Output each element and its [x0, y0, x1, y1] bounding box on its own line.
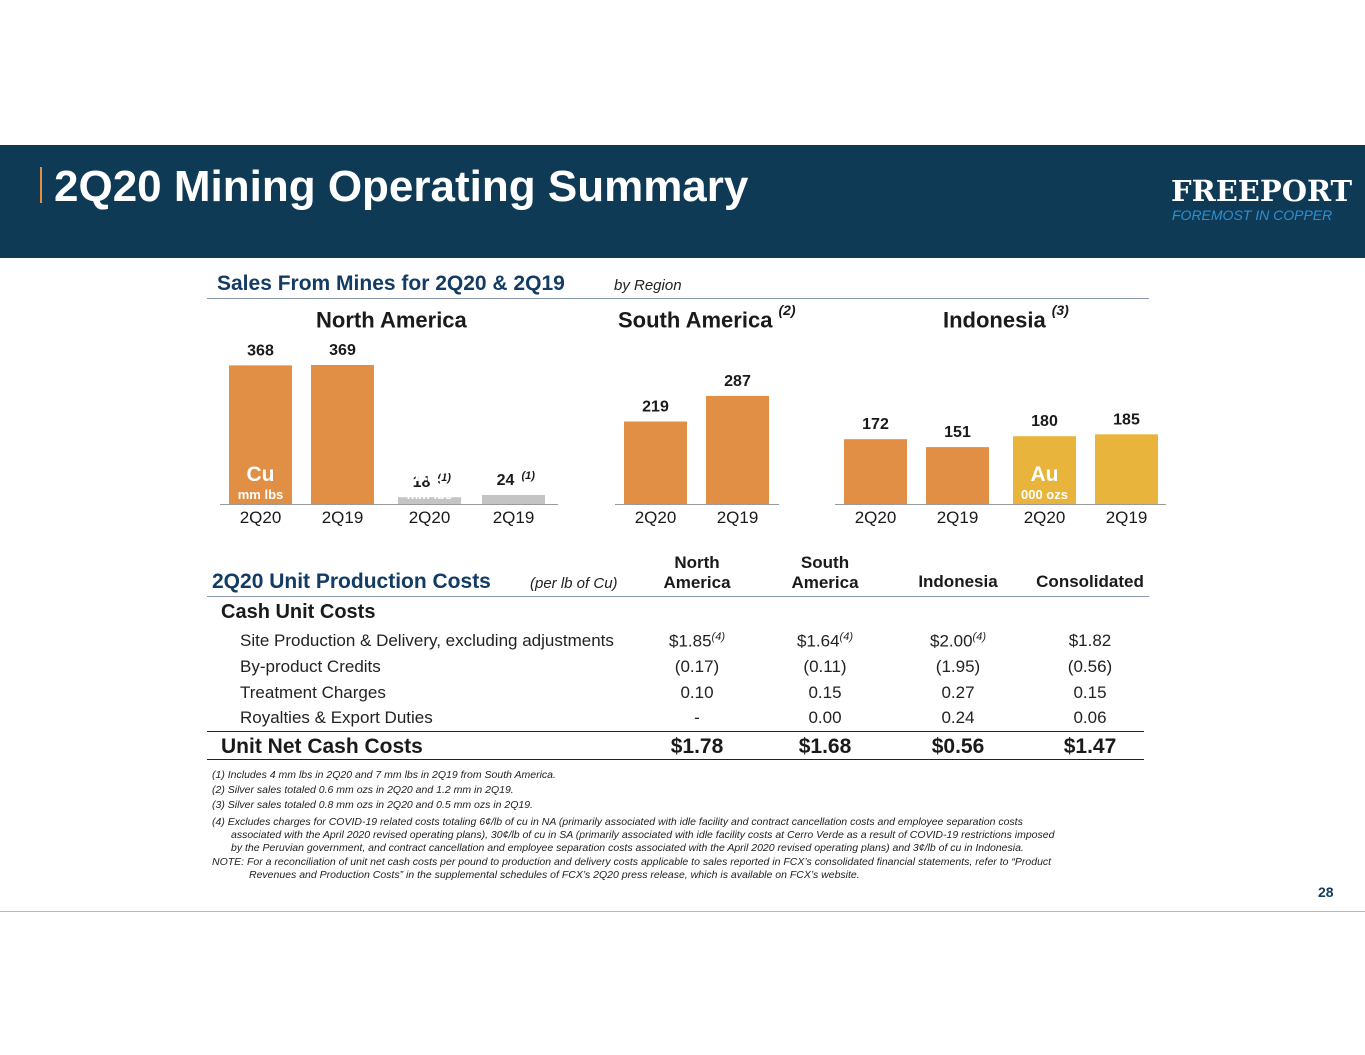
tick-label: 2Q19 [322, 508, 364, 527]
logo-tagline: FOREMOST IN COPPER [1172, 207, 1333, 223]
data-label: 287 [724, 373, 751, 390]
cost-cell: (1.95) [935, 657, 981, 676]
sales-section-subtitle: by Region [614, 277, 682, 294]
tick-label: 2Q19 [717, 508, 759, 527]
cost-cell: $1.64(4) [797, 631, 853, 651]
slide-title: 2Q20 Mining Operating Summary [54, 162, 749, 211]
metal-unit-mo: mm lbs [407, 487, 453, 502]
cost-row-label: By-product Credits [240, 657, 381, 676]
cost-cell: - [694, 708, 700, 727]
cost-cell: 0.00 [808, 708, 842, 727]
cost-cell: 0.10 [680, 683, 714, 702]
cost-cell: $1.85(4) [669, 631, 725, 651]
total-cell: $1.78 [670, 735, 724, 758]
footer-rule [0, 911, 1365, 912]
cost-cell: 0.15 [1073, 683, 1107, 702]
costs-header-rule [207, 596, 1149, 597]
tick-label: 2Q20 [409, 508, 451, 527]
cost-cell: 0.15 [808, 683, 842, 702]
total-cell: $1.68 [798, 735, 852, 758]
tick-label: 2Q20 [1024, 508, 1066, 527]
data-label: 172 [862, 416, 889, 433]
bar-north-america-cu-2q20 [229, 365, 292, 504]
region-title-south-america: South America (2) [618, 302, 796, 333]
cost-cell: 0.06 [1073, 708, 1107, 727]
title-accent-rule [40, 167, 42, 203]
data-label: 180 [1031, 413, 1058, 430]
data-label: 185 [1113, 411, 1140, 428]
cost-cell: $2.00(4) [930, 631, 986, 651]
metal-unit-au: 000 ozs [1021, 487, 1068, 502]
costs-section-subtitle: (per lb of Cu) [530, 575, 618, 592]
cost-cell: (0.17) [674, 657, 720, 676]
bar-indonesia-cu-2q20 [844, 439, 907, 504]
bar-north-america-mo-2q20 [398, 497, 461, 504]
data-label-note: (1) [438, 472, 452, 484]
cost-cell: (0.56) [1067, 657, 1113, 676]
column-header: Consolidated [1036, 572, 1144, 591]
metal-label-au: Au [1031, 463, 1059, 486]
bar-indonesia-au-2q20 [1013, 436, 1076, 504]
total-cell: $1.47 [1063, 735, 1117, 758]
sales-section-rule [207, 298, 1149, 299]
data-label: 369 [329, 342, 356, 359]
column-header: Indonesia [918, 572, 998, 591]
cost-row-label: Treatment Charges [240, 683, 386, 702]
footnote: Revenues and Production Costs” in the su… [249, 869, 860, 881]
data-label: 368 [247, 342, 274, 359]
metal-unit-cu: mm lbs [238, 487, 284, 502]
total-rule [207, 731, 1144, 732]
bar-north-america-cu-2q19 [311, 365, 374, 504]
cost-cell: 0.27 [941, 683, 975, 702]
total-row-label: Unit Net Cash Costs [221, 735, 423, 758]
cash-unit-costs-label: Cash Unit Costs [221, 601, 376, 623]
title-banner [0, 145, 1365, 258]
footnote: (2) Silver sales totaled 0.6 mm ozs in 2… [212, 784, 514, 796]
tick-label: 2Q19 [493, 508, 535, 527]
costs-section-title: 2Q20 Unit Production Costs [212, 570, 491, 593]
tick-label: 2Q19 [1106, 508, 1148, 527]
footnote: by the Peruvian government, and contract… [231, 842, 1024, 854]
data-label: 219 [642, 399, 669, 416]
total-cell: $0.56 [931, 735, 985, 758]
tick-label: 2Q20 [855, 508, 897, 527]
bar-south-america-cu-2q19 [706, 395, 769, 504]
bar-indonesia-au-2q19 [1095, 434, 1158, 504]
cost-cell: 0.24 [941, 708, 975, 727]
cost-cell: $1.82 [1068, 631, 1112, 650]
metal-label-cu: Cu [247, 463, 275, 486]
page-number: 28 [1318, 884, 1334, 900]
cost-row-label: Royalties & Export Duties [240, 708, 433, 727]
data-label: 24 [497, 472, 515, 489]
metal-label-mo: Mo [414, 463, 444, 486]
tick-label: 2Q20 [240, 508, 282, 527]
data-label: 18 [413, 474, 431, 491]
total-bottom-rule [207, 759, 1144, 760]
bar-indonesia-cu-2q19 [926, 447, 989, 504]
freeport-logo: FREEPORT [1171, 174, 1353, 208]
region-title-north-america: North America [316, 307, 467, 333]
data-label-note: (1) [522, 470, 536, 482]
footnote: associated with the April 2020 revised o… [231, 829, 1055, 841]
cost-cell: (0.11) [803, 657, 847, 676]
cost-row-label: Site Production & Delivery, excluding ad… [240, 631, 614, 650]
column-header: North America [663, 553, 731, 592]
region-title-indonesia: Indonesia (3) [943, 302, 1069, 333]
footnote: (1) Includes 4 mm lbs in 2Q20 and 7 mm l… [212, 769, 556, 781]
data-label: 151 [944, 424, 971, 441]
bar-north-america-mo-2q19 [482, 494, 545, 504]
sales-section-title: Sales From Mines for 2Q20 & 2Q19 [217, 272, 565, 295]
tick-label: 2Q20 [635, 508, 677, 527]
tick-label: 2Q19 [937, 508, 979, 527]
footnote: NOTE: For a reconciliation of unit net c… [212, 856, 1052, 868]
footnote: (3) Silver sales totaled 0.8 mm ozs in 2… [212, 799, 533, 811]
column-header: South America [791, 553, 859, 592]
bar-south-america-cu-2q20 [624, 421, 687, 504]
footnote: (4) Excludes charges for COVID-19 relate… [212, 816, 1023, 828]
